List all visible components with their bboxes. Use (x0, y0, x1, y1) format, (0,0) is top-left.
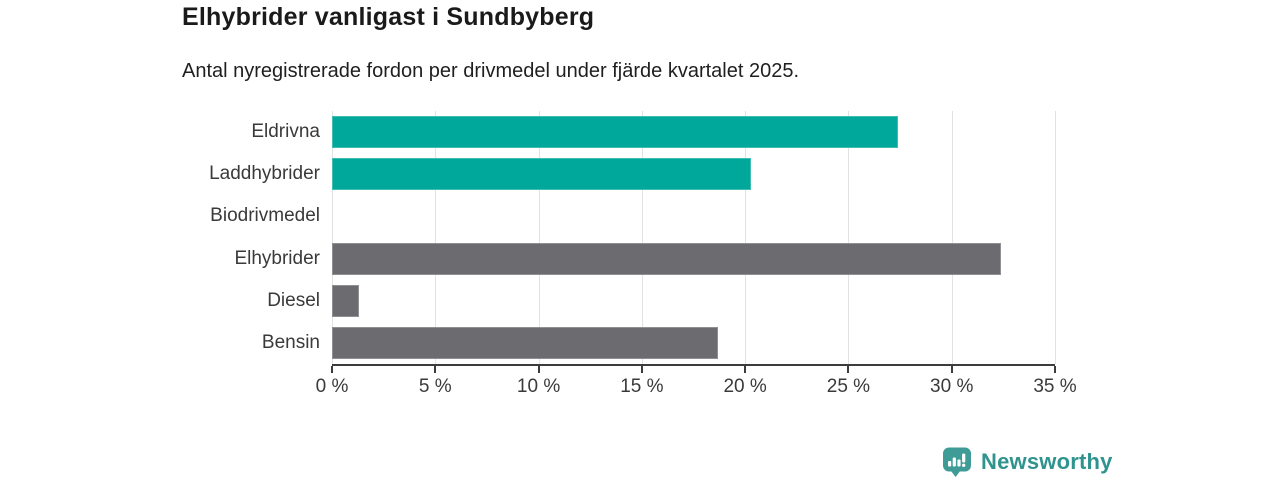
category-label: Bensin (261, 331, 320, 353)
bar-rows (332, 111, 1055, 364)
newsworthy-logo: Newsworthy (941, 446, 1113, 478)
gridline (745, 111, 747, 364)
category-label: Diesel (267, 289, 320, 311)
bar-row (332, 238, 1055, 280)
tick-label: 5 % (418, 376, 452, 397)
bar-row (332, 322, 1055, 364)
bar-row (332, 153, 1055, 195)
tick-mark (1054, 366, 1056, 373)
bar-row (332, 111, 1055, 153)
plot-area (332, 111, 1056, 364)
category-label: Laddhybrider (209, 163, 320, 185)
tick-label: 20 % (723, 376, 767, 397)
gridline (538, 111, 540, 364)
gridline (435, 111, 437, 364)
tick-label: 30 % (930, 376, 974, 397)
tick-label: 15 % (620, 376, 664, 397)
category-label: Elhybrider (234, 247, 320, 269)
logo-text: Newsworthy (981, 449, 1113, 474)
tick-label: 35 % (1033, 376, 1077, 397)
bar-row (332, 195, 1055, 237)
tick-mark (331, 366, 333, 373)
newsworthy-chart-bubble-icon (941, 446, 973, 478)
gridline (641, 111, 643, 364)
bar (332, 284, 359, 317)
gridline (332, 111, 333, 364)
tick-label: 25 % (826, 376, 871, 397)
chart-title: Elhybrider vanligast i Sundbyberg (182, 3, 595, 31)
tick-mark (744, 366, 747, 373)
bar (332, 158, 752, 191)
bar (332, 116, 898, 149)
gridline (848, 111, 850, 364)
bar (332, 242, 1002, 275)
gridline (951, 111, 953, 364)
category-axis: Eldrivna Laddhybrider Biodrivmedel Elhybrid… (0, 111, 332, 364)
category-label: Eldrivna (251, 121, 320, 143)
tick-mark (640, 366, 643, 373)
bar-row (332, 280, 1055, 322)
x-axis: 0 % 5 % 10 % 15 % 20 % 25 % 30 % 35 % (316, 364, 1077, 406)
category-label: Biodrivmedel (210, 205, 320, 227)
tick-label: 0 % (315, 376, 349, 397)
bar (332, 326, 719, 359)
tick-label: 10 % (516, 376, 561, 397)
gridline (1055, 111, 1056, 364)
tick-mark (434, 366, 437, 373)
tick-mark (537, 366, 540, 373)
tick-mark (847, 366, 850, 373)
chart-subtitle: Antal nyregistrerade fordon per drivmede… (182, 60, 800, 82)
tick-mark (950, 366, 953, 373)
